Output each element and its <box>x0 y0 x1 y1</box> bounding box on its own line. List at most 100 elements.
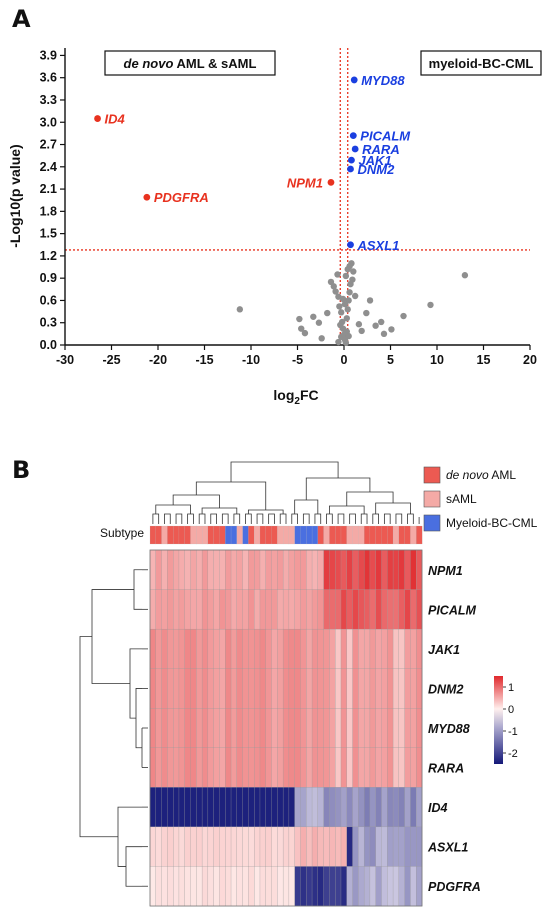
data-point-ns <box>363 309 370 317</box>
heatmap-cell <box>196 589 203 630</box>
heatmap-cell <box>172 708 180 749</box>
row-dendrogram-branch <box>79 636 118 838</box>
heatmap-cell <box>306 787 313 828</box>
heatmap-cell <box>392 747 400 788</box>
left-box-italic: de novo <box>124 56 174 71</box>
subtype-cell <box>149 525 157 545</box>
x-tick-label: -5 <box>292 353 303 367</box>
heatmap-cell <box>369 747 377 788</box>
right-box-label: myeloid-BC-CML <box>429 56 534 71</box>
y-tick-label: 2.1 <box>40 182 57 196</box>
heatmap-cell <box>248 708 255 749</box>
heatmap-cell <box>317 668 324 709</box>
column-dendrogram-branch <box>407 513 414 517</box>
subtype-cell <box>219 525 226 545</box>
heatmap-cell <box>335 866 342 907</box>
subtype-cell <box>392 525 400 545</box>
subtype-label: Subtype <box>100 526 144 540</box>
heatmap-cell <box>282 628 290 670</box>
heatmap-cell <box>277 787 284 828</box>
heatmap-cell <box>300 589 307 630</box>
heatmap-cell <box>398 589 405 630</box>
heatmap-cell <box>184 866 191 907</box>
heatmap-cell <box>213 747 220 788</box>
heatmap-cell <box>300 747 307 788</box>
gene-label-myd88: MYD88 <box>361 73 405 88</box>
heatmap-cell <box>172 549 180 590</box>
heatmap-cell <box>404 826 411 867</box>
column-dendrogram-branch <box>187 513 194 517</box>
heatmap-cell <box>201 866 209 907</box>
heatmap-cell <box>335 589 342 630</box>
data-point-id4 <box>94 115 101 122</box>
column-dendrogram-branch <box>360 513 368 517</box>
heatmap-cell <box>242 628 249 670</box>
heatmap-cell <box>213 708 220 749</box>
heatmap-cell <box>404 866 411 907</box>
heatmap-cell <box>363 668 371 709</box>
heatmap-cell <box>317 787 324 828</box>
heatmap-cell <box>265 668 272 709</box>
gene-label-rara: RARA <box>362 142 400 157</box>
heatmap-cell <box>311 866 319 907</box>
heatmap-cell <box>219 747 226 788</box>
data-point-ns <box>315 319 323 326</box>
heatmap-cell <box>219 866 226 907</box>
column-dendrogram-branch <box>221 513 229 517</box>
y-tick-label: 0.3 <box>40 316 57 330</box>
heatmap-cell <box>346 628 353 670</box>
heatmap-cell <box>196 628 203 670</box>
heatmap-cell <box>311 826 319 867</box>
heatmap-cell <box>404 549 411 590</box>
heatmap-cell <box>172 747 180 788</box>
heatmap-cell <box>288 866 296 907</box>
heatmap-cell <box>288 708 296 749</box>
heatmap-cell <box>416 708 423 749</box>
heatmap-cell <box>381 708 388 749</box>
heatmap-cell <box>416 589 423 630</box>
heatmap-cell <box>306 549 313 590</box>
heatmap-cell <box>167 826 174 867</box>
heatmap-cell <box>213 589 220 630</box>
column-dendrogram-branch <box>395 513 403 517</box>
heatmap-cell <box>236 628 243 670</box>
heatmap-cell <box>375 866 382 907</box>
heatmap-cell <box>161 747 168 788</box>
heatmap-cell <box>306 866 313 907</box>
heatmap-cell <box>271 549 278 590</box>
heatmap-cell <box>306 628 313 670</box>
gene-label-pdgfra: PDGFRA <box>154 190 209 205</box>
heatmap-cell <box>207 668 215 709</box>
heatmap-cell <box>259 589 267 630</box>
heatmap-cell <box>167 589 174 630</box>
legend-label: Myeloid-BC-CML <box>446 516 538 530</box>
heatmap-cell <box>248 589 255 630</box>
heatmap-cell <box>282 708 290 749</box>
data-point-ns <box>318 335 325 342</box>
heatmap-cell <box>410 826 417 867</box>
heatmap-cell <box>190 787 197 828</box>
heatmap-cell <box>248 747 255 788</box>
heatmap-cell <box>265 787 272 828</box>
heatmap-cell <box>294 826 301 867</box>
heatmap-cell <box>259 826 267 867</box>
heatmap-cell <box>149 708 157 749</box>
heatmap-cell <box>271 708 278 749</box>
heatmap-cell <box>201 628 209 670</box>
heatmap-cell <box>311 549 319 590</box>
data-point-ns <box>336 303 343 310</box>
heatmap-cell <box>375 787 382 828</box>
heatmap-cell <box>161 549 168 590</box>
column-dendrogram-branch <box>337 513 345 517</box>
column-dendrogram-branch <box>302 513 310 517</box>
heatmap-cell <box>329 628 336 670</box>
subtype-cell <box>387 525 394 545</box>
heatmap-cell <box>184 589 191 630</box>
heatmap-cell <box>190 826 197 867</box>
row-label-myd88: MYD88 <box>428 722 470 736</box>
heatmap-cell <box>363 628 371 670</box>
column-dendrogram-branch <box>291 513 298 517</box>
heatmap-cell <box>178 787 186 828</box>
heatmap-cell <box>294 787 301 828</box>
